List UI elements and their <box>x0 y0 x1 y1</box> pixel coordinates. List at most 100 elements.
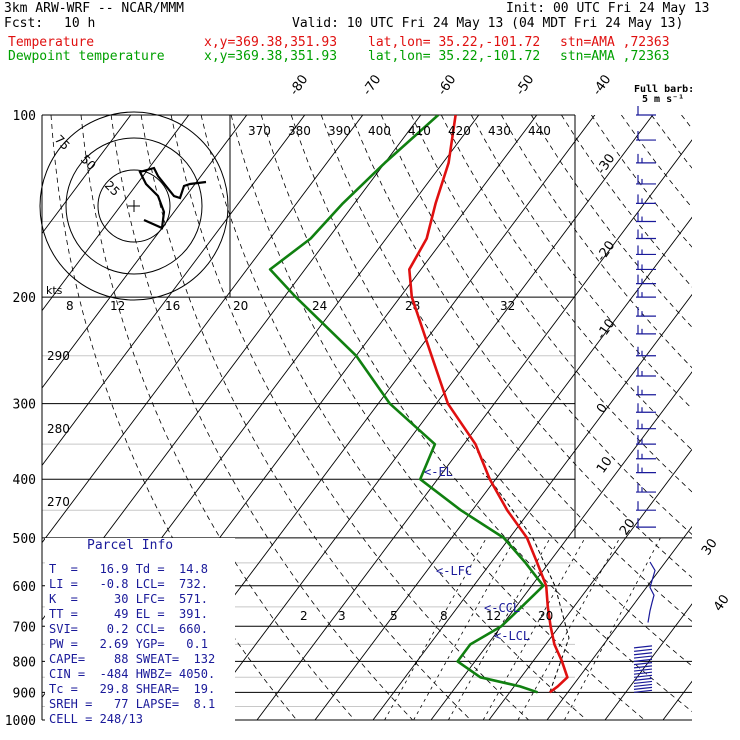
level-annotation: <-LCL <box>494 629 530 643</box>
wind-barb <box>636 194 656 205</box>
temperature-station: stn=AMA ,72363 <box>560 35 670 50</box>
level-annotation: <-CCL <box>484 601 520 615</box>
wind-barb-low <box>633 648 653 652</box>
isotherm <box>42 115 364 544</box>
pressure-tick-label: 500 <box>13 532 36 547</box>
hodograph-axis-label: 12 <box>110 299 125 313</box>
wind-barb <box>636 229 656 240</box>
wind-barb <box>636 106 656 116</box>
wind-barb <box>636 131 656 141</box>
parcel-row: CELL = 248/13 <box>49 712 143 726</box>
theta-label: 270 <box>47 495 70 509</box>
wind-barb <box>636 403 656 413</box>
wind-barb-low <box>633 674 653 678</box>
wind-barb-low <box>633 662 653 666</box>
dry-adiabat <box>80 115 355 720</box>
dewpoint-xy: x,y=369.38,351.93 <box>204 49 338 64</box>
theta-label: 380 <box>288 124 311 138</box>
dewpoint-latlon: lat,lon= 35.22,-101.72 <box>368 49 541 64</box>
isotherm-label: -20 <box>594 238 618 264</box>
isotherm-label: 20 <box>617 516 639 538</box>
isotherm <box>42 115 190 312</box>
init-time: Init: 00 UTC Fri 24 May 13 <box>506 1 710 16</box>
isotherm <box>198 115 654 720</box>
temperature-line <box>408 115 569 694</box>
wind-barb <box>636 483 656 493</box>
isotherm-label: 30 <box>699 536 721 558</box>
hodograph-unit: kts <box>46 284 63 297</box>
dry-adiabat <box>440 115 692 451</box>
isotherm-label: -70 <box>360 72 384 98</box>
hodograph-axis-label: 32 <box>500 299 515 313</box>
wind-barb <box>636 307 656 317</box>
barb-legend-unit: 5 m s⁻¹ <box>642 94 685 105</box>
hodograph-axis-label: 8 <box>66 299 74 313</box>
hodograph-ring <box>97 169 171 243</box>
theta-label: 400 <box>368 124 391 138</box>
isotherm <box>372 293 692 720</box>
wind-barb <box>636 449 656 460</box>
dry-adiabat <box>591 115 692 248</box>
dry-adiabat <box>200 115 587 720</box>
hodograph-ring-label: 25 <box>102 178 123 199</box>
wind-barb <box>636 212 656 223</box>
isotherm-label: 40 <box>711 592 733 614</box>
temperature-legend-label: Temperature <box>8 35 95 50</box>
mixing-ratio-label: 2 <box>300 609 308 623</box>
hodograph-axis-label: 16 <box>165 299 180 313</box>
dry-adiabat <box>621 115 692 209</box>
wind-barbs <box>633 106 656 693</box>
dry-adiabat <box>561 115 692 288</box>
parcel-ascent-line <box>482 472 570 693</box>
parcel-path <box>482 472 570 693</box>
dry-adiabat <box>140 115 471 720</box>
parcel-row: T = 16.9 Td = 14.8 <box>49 562 208 576</box>
theta-label: 430 <box>488 124 511 138</box>
parcel-row: CIN = -484 HWBZ= 4050. <box>49 667 216 681</box>
pressure-tick-label: 900 <box>13 686 36 701</box>
level-annotation: <-EL <box>424 465 453 479</box>
hodograph-ring <box>65 137 203 275</box>
dewpoint-legend-label: Dewpoint temperature <box>8 49 165 64</box>
wind-barb <box>636 385 656 396</box>
dry-adiabat <box>170 115 529 720</box>
theta-label: 280 <box>47 422 70 436</box>
temperature-latlon: lat,lon= 35.22,-101.72 <box>368 35 541 50</box>
wind-barb <box>636 174 656 185</box>
dry-adiabat <box>320 115 692 622</box>
dry-adiabat <box>500 115 692 369</box>
isotherm <box>662 680 692 720</box>
pressure-tick-label: 400 <box>13 473 36 488</box>
dry-adiabat <box>380 115 692 535</box>
wind-barb-low <box>633 689 653 693</box>
parcel-row: PW = 2.69 YGP= 0.1 <box>49 637 208 651</box>
isotherm-label: 0 <box>594 401 611 416</box>
isotherm <box>604 603 692 720</box>
theta-label: 420 <box>448 124 471 138</box>
isotherm <box>711 56 740 732</box>
pressure-tick-label: 100 <box>13 109 36 124</box>
isotherm-label: -40 <box>590 72 614 98</box>
isotherm <box>256 139 692 720</box>
theta-label: 410 <box>408 124 431 138</box>
isotherm <box>488 448 692 720</box>
mixing-ratio-label: 12 <box>486 609 501 623</box>
mixing-ratio-label: 5 <box>390 609 398 623</box>
pressure-tick-label: 1000 <box>5 714 36 729</box>
pressure-tick-label: 700 <box>13 620 36 635</box>
hodograph-axis-label: 20 <box>233 299 248 313</box>
wind-barb-low <box>633 665 653 669</box>
dry-adiabat <box>350 115 692 579</box>
profile-lines <box>268 115 569 694</box>
wind-barb-low <box>633 686 653 690</box>
hodograph-trace <box>138 166 207 230</box>
temperature-xy: x,y=369.38,351.93 <box>204 35 338 50</box>
forecast-label: Fcst: <box>4 16 44 31</box>
pressure-tick-label: 300 <box>13 398 36 413</box>
wind-barb <box>636 366 656 377</box>
isotherm <box>314 216 692 720</box>
dewpoint-line <box>268 115 545 694</box>
isotherm <box>546 525 692 720</box>
parcel-row: SREH = 77 LAPSE= 8.1 <box>49 697 216 711</box>
